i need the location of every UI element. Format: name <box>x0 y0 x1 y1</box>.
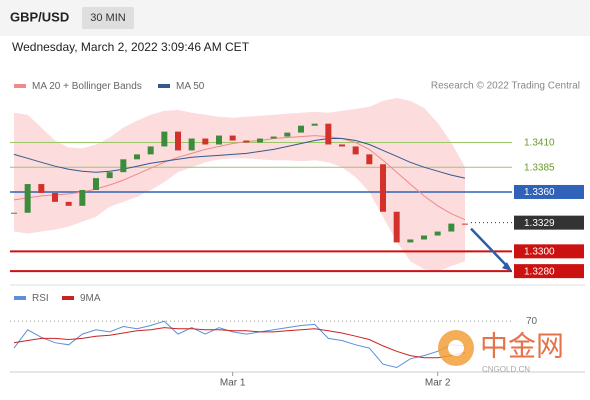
timestamp: Wednesday, March 2, 2022 3:09:46 AM CET <box>12 40 250 54</box>
legend-swatch <box>158 84 170 88</box>
candle <box>298 125 304 133</box>
candle <box>229 135 236 141</box>
candle <box>311 123 318 126</box>
level-label-box <box>514 264 584 279</box>
bollinger-band <box>14 97 465 272</box>
level-label: 1.3280 <box>524 266 555 277</box>
candle <box>65 201 72 206</box>
level-label-box <box>514 244 584 259</box>
legend-swatch <box>62 296 74 300</box>
x-tick-label: Mar 2 <box>425 378 451 389</box>
timeframe: 30 MIN <box>90 12 126 24</box>
candle <box>270 136 277 139</box>
candle <box>243 140 250 143</box>
candle <box>161 131 168 147</box>
ma-line <box>13 138 466 179</box>
level-label: 1.3329 <box>524 218 555 229</box>
level-label: 1.3360 <box>524 187 555 198</box>
candle <box>421 235 427 240</box>
x-tick-label: Mar 1 <box>220 378 246 389</box>
rsi-line <box>13 320 466 369</box>
legend-label: RSI <box>32 293 49 304</box>
timeframe-box <box>82 7 134 29</box>
candle <box>216 135 222 145</box>
level-label: 1.3300 <box>524 246 555 257</box>
candle <box>448 223 455 232</box>
rsi-line <box>13 327 466 359</box>
level-label: 1.3410 <box>524 138 555 149</box>
candle <box>325 123 332 145</box>
candle <box>462 223 468 225</box>
candle <box>366 154 373 165</box>
candle <box>134 154 140 160</box>
candle <box>284 132 291 137</box>
candle <box>24 184 31 213</box>
y-tick-label: 70 <box>526 316 538 327</box>
candle <box>147 146 154 155</box>
candle <box>393 211 400 243</box>
legend-label: MA 50 <box>176 81 205 92</box>
candle <box>434 231 441 236</box>
forecast-arrow <box>470 227 509 268</box>
candle <box>120 159 127 173</box>
watermark-name: 中金网 <box>480 330 564 361</box>
candle <box>188 138 195 151</box>
candle <box>380 164 386 212</box>
candle <box>407 239 414 243</box>
ma-line <box>13 135 466 221</box>
level-label-box <box>514 184 584 199</box>
candle <box>257 138 263 143</box>
legend-label: MA 20 + Bollinger Bands <box>32 81 142 92</box>
watermark: 中金网 CNGOLD.CN <box>438 330 564 374</box>
candle <box>106 172 113 179</box>
symbol: GBP/USD <box>10 9 69 24</box>
candle <box>52 192 58 202</box>
level-label: 1.3385 <box>524 162 555 173</box>
candle <box>79 189 86 206</box>
candle <box>11 212 17 214</box>
legend-swatch <box>14 84 26 88</box>
candle <box>339 144 345 147</box>
source: Research © 2022 Trading Central <box>431 81 580 92</box>
candle <box>202 138 209 145</box>
watermark-logo-inner <box>448 340 464 356</box>
legend-label: 9MA <box>80 293 101 304</box>
candle <box>175 131 181 151</box>
legend-swatch <box>14 296 26 300</box>
forecast-arrowhead <box>502 262 512 272</box>
candle <box>38 184 45 193</box>
level-label-box <box>514 215 584 230</box>
candle <box>93 178 99 190</box>
watermark-site: CNGOLD.CN <box>482 365 530 374</box>
candle <box>352 146 359 155</box>
